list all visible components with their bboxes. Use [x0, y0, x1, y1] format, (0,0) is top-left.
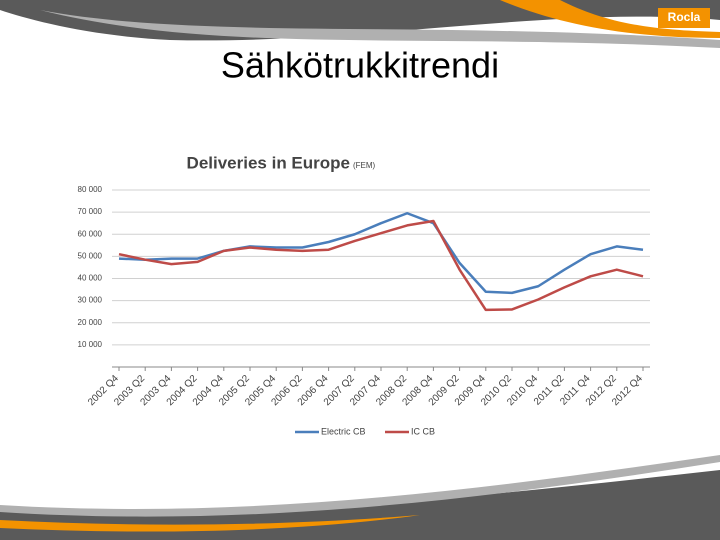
y-tick-label: 50 000	[78, 251, 103, 260]
y-tick-label: 40 000	[78, 274, 103, 283]
y-tick-label: 10 000	[78, 340, 103, 349]
logo	[658, 8, 710, 28]
decor	[0, 455, 720, 517]
chart-subtitle: (FEM)	[353, 161, 376, 170]
y-tick-label: 20 000	[78, 318, 103, 327]
y-tick-label: 80 000	[78, 185, 103, 194]
series-line	[118, 219, 644, 312]
y-tick-label: 60 000	[78, 229, 103, 238]
y-tick-label: 70 000	[78, 207, 103, 216]
legend-label: Electric CB	[321, 426, 366, 436]
logo-text: Rocla	[668, 10, 701, 24]
chart-title: Deliveries in Europe	[187, 153, 350, 172]
decor	[0, 515, 420, 532]
series-line	[118, 211, 644, 295]
slide-title: Sähkötrukkitrendi	[221, 45, 499, 86]
decor	[40, 10, 720, 48]
legend-label: IC CB	[411, 426, 435, 436]
decor	[500, 0, 720, 38]
y-tick-label: 30 000	[78, 296, 103, 305]
decor	[0, 470, 720, 540]
